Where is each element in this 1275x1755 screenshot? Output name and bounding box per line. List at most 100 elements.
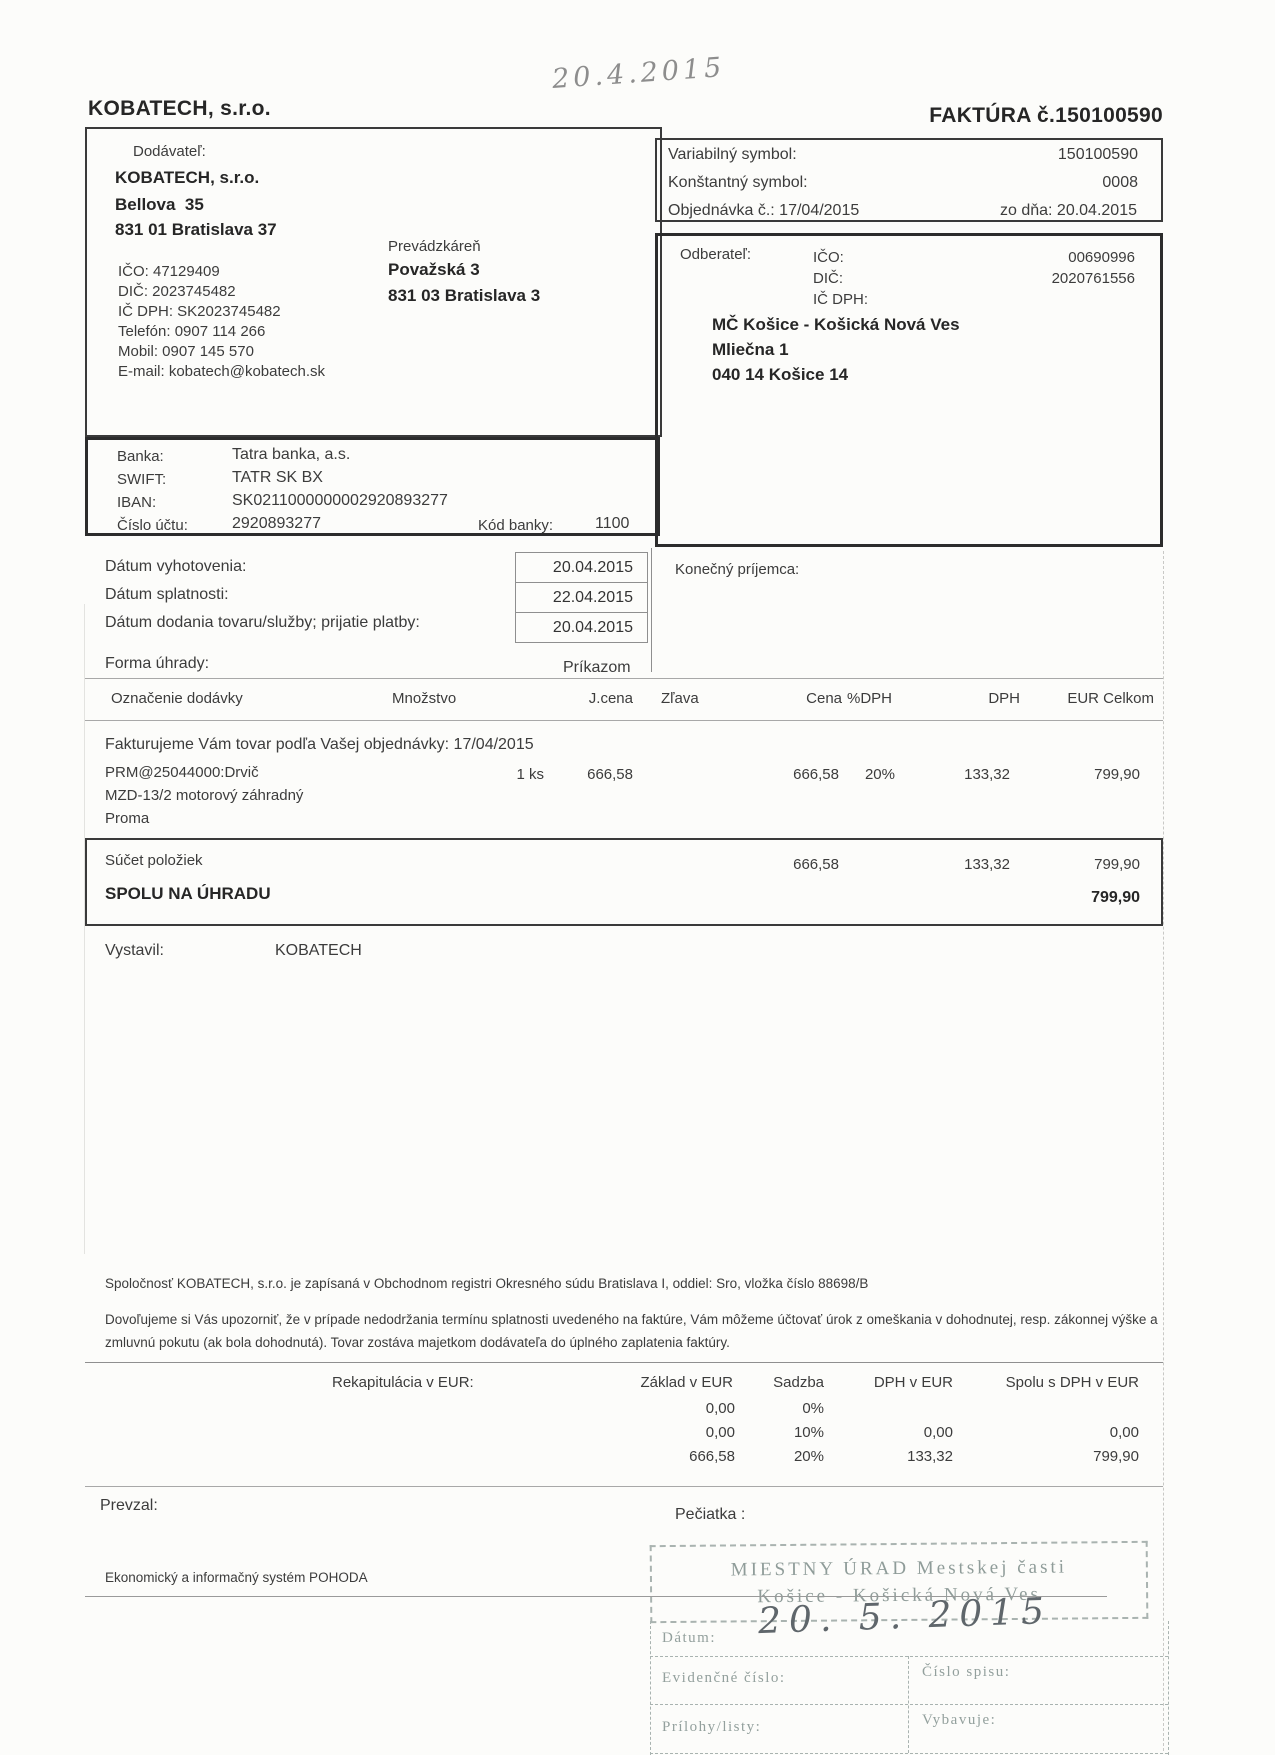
item-price: 666,58: [793, 766, 839, 783]
table-top-line: [85, 678, 1163, 679]
customer-dic-label: DIČ:: [813, 270, 843, 287]
customer-city: 040 14 Košice 14: [712, 365, 849, 384]
sum-total: 799,90: [1094, 856, 1140, 873]
delivery-date-label: Dátum dodania tovaru/služby; prijatie pl…: [105, 614, 420, 631]
item-name-line3: Proma: [105, 810, 150, 827]
stamp-grid-left-line: [650, 1621, 651, 1755]
scan-edge-line: [1163, 551, 1164, 1751]
payment-method-value: Príkazom: [563, 659, 631, 676]
final-recipient-label: Konečný príjemca:: [675, 561, 800, 578]
item-name-line1: PRM@25044000:Drvič: [105, 764, 259, 781]
recap-header-base: Základ v EUR: [640, 1374, 733, 1391]
supplier-ico: IČO: 47129409: [118, 263, 220, 280]
constant-symbol-label: Konštantný symbol:: [668, 174, 808, 191]
recap-row2-base: 0,00: [705, 1424, 735, 1441]
symbols-box: [655, 138, 1163, 222]
issued-by-value: KOBATECH: [275, 942, 362, 959]
account-value: 2920893277: [232, 515, 321, 532]
recap-row3-base: 666,58: [689, 1448, 735, 1465]
col-header-vat: DPH: [988, 690, 1020, 707]
recap-row2-total: 0,00: [1109, 1424, 1139, 1441]
supplier-box: [85, 127, 662, 437]
col-header-discount: Zľava: [661, 690, 699, 707]
footnote-divider-line: [85, 1362, 1163, 1363]
stamp-attachments-label: Prílohy/listy:: [662, 1719, 762, 1735]
stamp-section-label: Pečiatka :: [675, 1506, 746, 1523]
variable-symbol-label: Variabilný symbol:: [668, 146, 797, 163]
item-quantity: 1 ks: [516, 766, 544, 783]
accounting-system-note: Ekonomický a informačný systém POHODA: [105, 1570, 368, 1585]
supplier-name: KOBATECH, s.r.o.: [115, 168, 260, 187]
recap-row1-base: 0,00: [705, 1400, 735, 1417]
col-header-description: Označenie dodávky: [111, 690, 243, 707]
supplier-mobile: Mobil: 0907 145 570: [118, 343, 254, 360]
constant-symbol-value: 0008: [1102, 174, 1138, 191]
invoice-note: Fakturujeme Vám tovar podľa Vašej objedn…: [105, 736, 534, 753]
order-date: zo dňa: 20.04.2015: [999, 202, 1137, 219]
stamp-evidence-label: Evidenčné číslo:: [662, 1670, 786, 1686]
customer-ico-label: IČO:: [813, 249, 844, 266]
registry-note: Spoločnosť KOBATECH, s.r.o. je zapísaná …: [105, 1276, 869, 1291]
supplier-city: 831 01 Bratislava 37: [115, 220, 277, 239]
stamp-file-label: Číslo spisu:: [922, 1664, 1011, 1680]
stamp-grid-line2: [650, 1704, 1168, 1705]
account-label: Číslo účtu:: [117, 517, 188, 534]
sum-price: 666,58: [793, 856, 839, 873]
stamp-grid-right-line: [1168, 1621, 1169, 1755]
handwritten-date: 20.4.2015: [551, 51, 727, 96]
sum-vat: 133,32: [964, 856, 1010, 873]
supplier-icdph: IČ DPH: SK2023745482: [118, 303, 281, 320]
totals-box: [85, 838, 1163, 926]
bank-code-value: 1100: [595, 515, 630, 532]
bank-name: Tatra banka, a.s.: [232, 446, 351, 463]
branch-city: 831 03 Bratislava 3: [388, 286, 541, 305]
recap-header-rate: Sadzba: [773, 1374, 824, 1391]
supplier-email: E-mail: kobatech@kobatech.sk: [118, 363, 325, 380]
customer-dic-value: 2020761556: [1051, 270, 1135, 287]
item-vat-amount: 133,32: [964, 766, 1010, 783]
date-values-box: 20.04.2015 22.04.2015 20.04.2015: [515, 552, 648, 643]
col-header-vat-rate: %DPH: [846, 690, 892, 707]
item-unit-price: 666,58: [587, 766, 633, 783]
invoice-title: FAKTÚRA č.150100590: [929, 104, 1163, 127]
stamp-grid-line1: [650, 1656, 1168, 1657]
item-name-line2: MZD-13/2 motorový záhradný: [105, 787, 304, 804]
recap-label: Rekapitulácia v EUR:: [332, 1374, 474, 1391]
swift-value: TATR SK BX: [232, 469, 323, 486]
col-header-total: EUR Celkom: [1067, 690, 1154, 707]
delivery-date-value: 20.04.2015: [515, 612, 648, 643]
recap-header-total: Spolu s DPH v EUR: [1005, 1374, 1139, 1391]
supplier-phone: Telefón: 0907 114 266: [118, 323, 266, 340]
due-date-label: Dátum splatnosti:: [105, 586, 229, 603]
supplier-label: Dodávateľ:: [133, 143, 206, 160]
recap-row3-rate: 20%: [793, 1448, 824, 1465]
item-vat-rate: 20%: [864, 766, 895, 783]
due-date-value: 22.04.2015: [515, 582, 648, 613]
col-header-quantity: Množstvo: [392, 690, 457, 707]
customer-ico-value: 00690996: [1068, 249, 1135, 266]
stamp-handles-label: Vybavuje:: [922, 1712, 997, 1728]
grand-total-value: 799,90: [1091, 889, 1140, 906]
col-header-price: Cena: [806, 690, 842, 707]
late-payment-note: Dovoľujeme si Vás upozorniť, že v prípad…: [105, 1312, 1158, 1350]
stamp-text-line1: MIESTNY ÚRAD Mestskej časti: [730, 1556, 1068, 1580]
order-number-label: Objednávka č.: 17/04/2015: [668, 202, 860, 219]
bank-label: Banka:: [117, 448, 164, 465]
branch-street: Považská 3: [388, 260, 480, 279]
table-header-line: [85, 720, 1163, 721]
grand-total-label: SPOLU NA ÚHRADU: [105, 884, 271, 903]
payment-method-label: Forma úhrady:: [105, 655, 210, 672]
customer-icdph-label: IČ DPH:: [813, 291, 869, 308]
recap-header-vat: DPH v EUR: [873, 1374, 953, 1391]
issue-date-value: 20.04.2015: [515, 552, 648, 583]
customer-label: Odberateľ:: [680, 246, 752, 263]
stamp-grid-middle-line: [908, 1656, 909, 1753]
recap-bottom-line: [85, 1486, 1163, 1487]
recap-row1-rate: 0%: [802, 1400, 824, 1417]
supplier-street: Bellova 35: [115, 195, 204, 214]
bottom-divider-line: [85, 1596, 1107, 1597]
stamp-grid-line3: [650, 1753, 1168, 1754]
col-header-unit-price: J.cena: [588, 690, 633, 707]
issued-by-label: Vystavil:: [105, 942, 164, 959]
